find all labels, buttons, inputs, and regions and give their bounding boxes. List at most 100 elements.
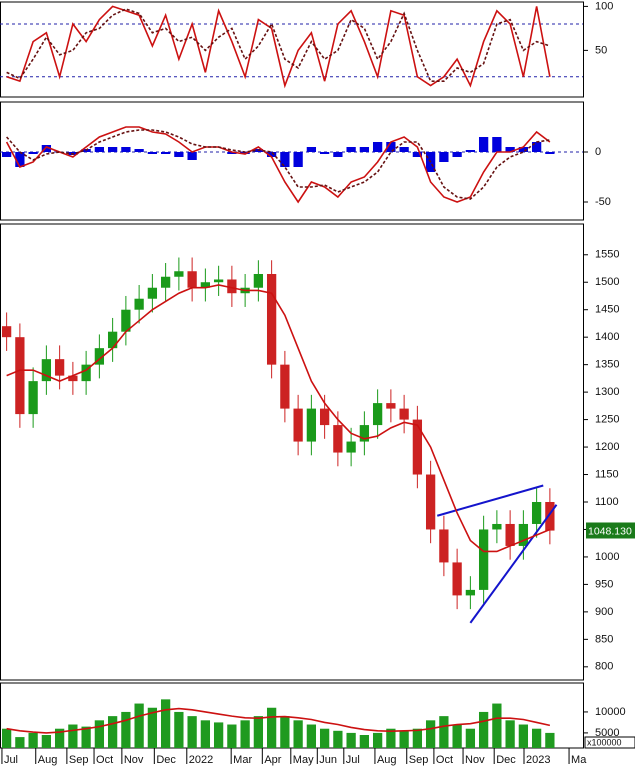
candle-body bbox=[266, 273, 277, 365]
candle-body bbox=[492, 523, 502, 530]
x-tick-label: Oct bbox=[96, 754, 113, 766]
series-line bbox=[6, 129, 550, 200]
volume-bar bbox=[280, 716, 290, 748]
candle-body bbox=[293, 408, 303, 442]
candle-body bbox=[134, 298, 144, 310]
panel-frame bbox=[0, 682, 584, 749]
histogram-bar bbox=[174, 152, 184, 157]
candle-body bbox=[187, 271, 197, 288]
series-line bbox=[6, 284, 551, 553]
volume-bar bbox=[465, 728, 476, 748]
volume-bar bbox=[28, 732, 38, 748]
candle-body bbox=[41, 359, 52, 382]
volume-bar bbox=[412, 728, 423, 748]
x-tick-label: Aug bbox=[38, 754, 58, 766]
last-price-label: 1048.130 bbox=[588, 525, 632, 537]
series-line bbox=[5, 126, 551, 204]
volume-bar bbox=[531, 728, 542, 748]
x-tick-label: Nov bbox=[465, 754, 485, 766]
candle-body bbox=[94, 348, 105, 365]
x-tick-label: Mar bbox=[233, 754, 252, 766]
volume-bar bbox=[545, 732, 555, 748]
histogram-bar bbox=[306, 147, 317, 152]
histogram-bar bbox=[266, 152, 277, 157]
volume-bar bbox=[293, 720, 303, 748]
y-tick-label: 1100 bbox=[595, 496, 619, 508]
candle-body bbox=[518, 523, 529, 546]
candle-body bbox=[28, 381, 38, 415]
y-tick-label: 1550 bbox=[595, 249, 619, 261]
y-tick-label: -50 bbox=[595, 196, 611, 208]
x-tick-label: Oct bbox=[436, 754, 453, 766]
volume-bar bbox=[492, 703, 502, 748]
y-tick-label: 800 bbox=[595, 661, 613, 673]
volume-bar bbox=[399, 730, 409, 748]
candle-body bbox=[160, 276, 171, 288]
y-unit-label: x100000 bbox=[587, 737, 622, 747]
volume-bar bbox=[266, 707, 277, 748]
candle-body bbox=[505, 523, 515, 546]
volume-bar bbox=[333, 730, 343, 748]
volume-bar bbox=[94, 720, 105, 748]
y-tick-label: 850 bbox=[595, 633, 613, 645]
volume-bar bbox=[68, 724, 78, 748]
candle-body bbox=[372, 403, 383, 426]
volume-bar bbox=[187, 716, 197, 748]
histogram-bar bbox=[505, 147, 515, 152]
candle-body bbox=[68, 375, 78, 382]
y-tick-label: 0 bbox=[595, 146, 601, 158]
histogram-bar bbox=[372, 142, 383, 152]
x-tick-label: 2022 bbox=[189, 754, 213, 766]
y-tick-label: 1250 bbox=[595, 413, 619, 425]
candle-body bbox=[478, 529, 489, 590]
candle-body bbox=[333, 425, 343, 453]
histogram-bar bbox=[94, 147, 105, 152]
y-tick-label: 1300 bbox=[595, 386, 619, 398]
x-tick-label: Dec bbox=[156, 754, 176, 766]
trend-line bbox=[469, 504, 558, 624]
volume-bar bbox=[160, 699, 171, 748]
x-tick-label: Sep bbox=[69, 754, 89, 766]
histogram-bar bbox=[15, 152, 25, 167]
volume-bar bbox=[372, 732, 383, 748]
histogram-bar bbox=[134, 149, 144, 152]
y-tick-label: 1450 bbox=[595, 304, 619, 316]
candle-body bbox=[465, 589, 476, 596]
candle-body bbox=[213, 279, 224, 283]
panel-frame bbox=[0, 1, 584, 98]
y-tick-label: 1200 bbox=[595, 441, 619, 453]
histogram-bar bbox=[187, 152, 197, 160]
y-tick-label: 1500 bbox=[595, 276, 619, 288]
candle-body bbox=[253, 273, 264, 288]
volume-bar bbox=[319, 728, 330, 748]
series-line bbox=[6, 8, 551, 82]
series-line bbox=[6, 707, 551, 734]
candle-body bbox=[319, 408, 330, 426]
volume-bar bbox=[505, 720, 515, 748]
volume-bar bbox=[425, 720, 436, 748]
histogram-bar bbox=[518, 147, 529, 152]
candle-body bbox=[399, 408, 409, 420]
histogram-bar bbox=[386, 142, 396, 152]
histogram-bar bbox=[227, 152, 237, 154]
x-tick-label: 2023 bbox=[526, 754, 550, 766]
series-line bbox=[6, 5, 551, 89]
volume-bar bbox=[81, 726, 91, 748]
histogram-bar bbox=[333, 152, 343, 157]
volume-bar bbox=[15, 737, 25, 748]
histogram-bar bbox=[492, 137, 502, 152]
histogram-bar bbox=[160, 152, 171, 154]
candle-body bbox=[54, 359, 65, 376]
x-tick-label: Jun bbox=[319, 754, 337, 766]
histogram-bar bbox=[28, 152, 38, 154]
volume-bar bbox=[240, 720, 250, 748]
histogram-bar bbox=[439, 152, 449, 162]
last-price-box bbox=[586, 522, 635, 539]
candle-body bbox=[531, 501, 542, 524]
volume-bar bbox=[359, 735, 370, 748]
candle-body bbox=[346, 441, 356, 453]
y-tick-label: 100 bbox=[595, 0, 613, 12]
candle-body bbox=[81, 364, 91, 382]
candle-body bbox=[200, 282, 211, 288]
volume-bar bbox=[439, 716, 449, 748]
